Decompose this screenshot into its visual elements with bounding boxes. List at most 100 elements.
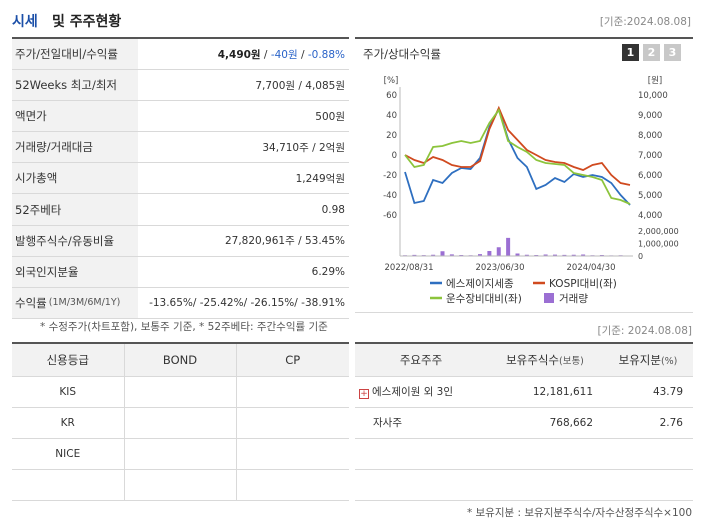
table-row: NICE bbox=[12, 438, 349, 470]
left-tick-label: 60 bbox=[386, 91, 397, 101]
holder-pct: 2.76 bbox=[603, 407, 693, 439]
left-footnote: * 수정주가(차트포함), 보통주 기준, * 52주베타: 주간수익률 기준 bbox=[40, 321, 328, 333]
chart-page-3-button[interactable]: 3 bbox=[664, 44, 681, 61]
volume-tick-label: 0 bbox=[638, 252, 643, 261]
volume-bar bbox=[449, 254, 454, 256]
row-returns: 수익률 (1M/3M/6M/1Y) -13.65%/ -25.42%/ -26.1… bbox=[12, 287, 349, 319]
col-header: 보유주식수(보통) bbox=[487, 343, 603, 377]
col-header: BOND bbox=[123, 343, 236, 377]
row-volume: 거래량/거래대금 34,710주 / 2억원 bbox=[12, 132, 349, 164]
row-beta: 52주베타 0.98 bbox=[12, 194, 349, 226]
holder-name: 자사주 bbox=[373, 417, 402, 429]
expand-plus-icon[interactable]: + bbox=[359, 389, 369, 399]
legend-label: 거래량 bbox=[559, 293, 588, 305]
price-info-table: 주가/전일대비/수익률 4,490원 / -40원 / -0.88% 52Wee… bbox=[12, 37, 349, 319]
right-tick-label: 6,000 bbox=[638, 171, 662, 181]
volume-bar bbox=[478, 254, 482, 256]
volume-bar bbox=[524, 254, 529, 256]
legend-swatch bbox=[544, 293, 554, 303]
left-tick-label: -60 bbox=[383, 211, 397, 221]
row-label: 52Weeks 최고/최저 bbox=[12, 70, 138, 101]
volume-bar bbox=[571, 254, 576, 256]
price-change-pct: -0.88% bbox=[307, 48, 345, 61]
agency-name: KIS bbox=[12, 376, 124, 408]
row-value: -13.65%/ -25.42%/ -26.15%/ -38.91% bbox=[149, 296, 345, 309]
legend-label: KOSPI대비(좌) bbox=[549, 278, 617, 290]
holder-shares: 12,181,611 bbox=[487, 376, 603, 408]
volume-bar bbox=[506, 237, 511, 256]
row-value: 7,700원 / 4,085원 bbox=[255, 79, 345, 92]
row-label: 수익률 (1M/3M/6M/1Y) bbox=[12, 287, 138, 318]
right-tick-label: 10,000 bbox=[638, 91, 668, 101]
left-axis-unit: [%] bbox=[384, 76, 399, 86]
holder-pct: 43.79 bbox=[603, 376, 693, 408]
table-row: KR bbox=[12, 407, 349, 439]
legend-label: 에스제이지세종 bbox=[446, 278, 514, 290]
chart-page-2-button[interactable]: 2 bbox=[643, 44, 660, 61]
holder-shares: 768,662 bbox=[487, 407, 603, 439]
row-market-cap: 시가총액 1,249억원 bbox=[12, 163, 349, 195]
volume-bar bbox=[431, 254, 436, 256]
table-row: + 에스제이원 외 3인 12,181,611 43.79 bbox=[355, 376, 693, 408]
row-price: 주가/전일대비/수익률 4,490원 / -40원 / -0.88% bbox=[12, 39, 349, 71]
agency-name bbox=[12, 469, 124, 501]
row-value: 4,490원 / -40원 / -0.88% bbox=[217, 48, 345, 61]
base-date: [기준:2024.08.08] bbox=[599, 16, 691, 28]
row-foreign: 외국인지분율 6.29% bbox=[12, 256, 349, 288]
chart-panel: 주가/상대수익률 1 2 3 [%] [원] 60 40 20 0 -20 -40 -60 10,… bbox=[355, 37, 693, 313]
row-value: 27,820,961주 / 53.45% bbox=[224, 235, 345, 248]
row-par-value: 액면가 500원 bbox=[12, 101, 349, 133]
x-tick-label: 2022/08/31 bbox=[385, 263, 434, 273]
x-tick-label: 2024/04/30 bbox=[567, 263, 616, 273]
right-tick-label: 4,000 bbox=[638, 211, 662, 221]
table-header-row: 신용등급 BOND CP bbox=[12, 343, 349, 377]
row-52weeks: 52Weeks 최고/최저 7,700원 / 4,085원 bbox=[12, 70, 349, 102]
agency-name: NICE bbox=[12, 438, 124, 470]
row-shares: 발행주식수/유동비율 27,820,961주 / 53.45% bbox=[12, 225, 349, 257]
volume-bar bbox=[515, 253, 520, 256]
row-value: 1,249억원 bbox=[295, 172, 345, 185]
volume-tick-label: 1,000,000 bbox=[638, 240, 679, 249]
volume-bar bbox=[562, 254, 567, 256]
right-footnote: * 보유지분 : 보유지분주식수/자수산정주식수×100 bbox=[466, 507, 692, 519]
left-tick-label: 20 bbox=[386, 131, 397, 141]
table-row: KIS bbox=[12, 376, 349, 408]
credit-rating-table: 신용등급 BOND CP KIS KR NICE bbox=[12, 342, 349, 501]
row-value: 34,710주 / 2억원 bbox=[262, 141, 345, 154]
volume-tick-label: 2,000,000 bbox=[638, 227, 679, 236]
chart-pager: 1 2 3 bbox=[622, 44, 681, 61]
series-line bbox=[404, 105, 631, 186]
table-row bbox=[355, 438, 693, 470]
left-tick-label: -40 bbox=[383, 191, 397, 201]
chart-title: 주가/상대수익률 bbox=[363, 47, 441, 61]
volume-bar bbox=[553, 254, 557, 256]
holder-name: 에스제이원 외 3인 bbox=[372, 386, 453, 398]
volume-bar bbox=[581, 254, 586, 256]
row-label: 발행주식수/유동비율 bbox=[12, 225, 138, 256]
x-tick-label: 2023/06/30 bbox=[476, 263, 525, 273]
right-tick-label: 7,000 bbox=[638, 151, 662, 161]
price-chart: [%] [원] 60 40 20 0 -20 -40 -60 10,000 9,000 8,000 7,… bbox=[383, 76, 679, 305]
table-header-row: 주요주주 보유주식수(보통) 보유지분(%) bbox=[355, 343, 693, 377]
col-header: 신용등급 bbox=[12, 343, 124, 377]
row-label: 외국인지분율 bbox=[12, 256, 138, 287]
series-line bbox=[404, 107, 631, 205]
row-label: 52주베타 bbox=[12, 194, 138, 225]
volume-bar bbox=[496, 247, 501, 256]
price-change: -40원 bbox=[270, 48, 298, 61]
left-tick-label: 0 bbox=[392, 151, 397, 161]
section-title-main: 시세 bbox=[12, 14, 38, 30]
row-label: 주가/전일대비/수익률 bbox=[12, 39, 138, 70]
right-tick-label: 9,000 bbox=[638, 111, 662, 121]
left-tick-label: -20 bbox=[383, 171, 397, 181]
major-shareholders-table: 주요주주 보유주식수(보통) 보유지분(%) + 에스제이원 외 3인 12,18… bbox=[355, 342, 693, 501]
volume-bar bbox=[487, 251, 492, 256]
section-title-sub: 및 주주현황 bbox=[52, 14, 122, 30]
base-date-2: [기준: 2024.08.08] bbox=[597, 325, 692, 337]
volume-bar bbox=[412, 254, 417, 256]
volume-bar bbox=[543, 254, 548, 256]
right-axis-unit: [원] bbox=[648, 76, 662, 86]
chart-page-1-button[interactable]: 1 bbox=[622, 44, 639, 61]
col-header: CP bbox=[235, 343, 349, 377]
col-header: 보유지분(%) bbox=[603, 343, 693, 377]
